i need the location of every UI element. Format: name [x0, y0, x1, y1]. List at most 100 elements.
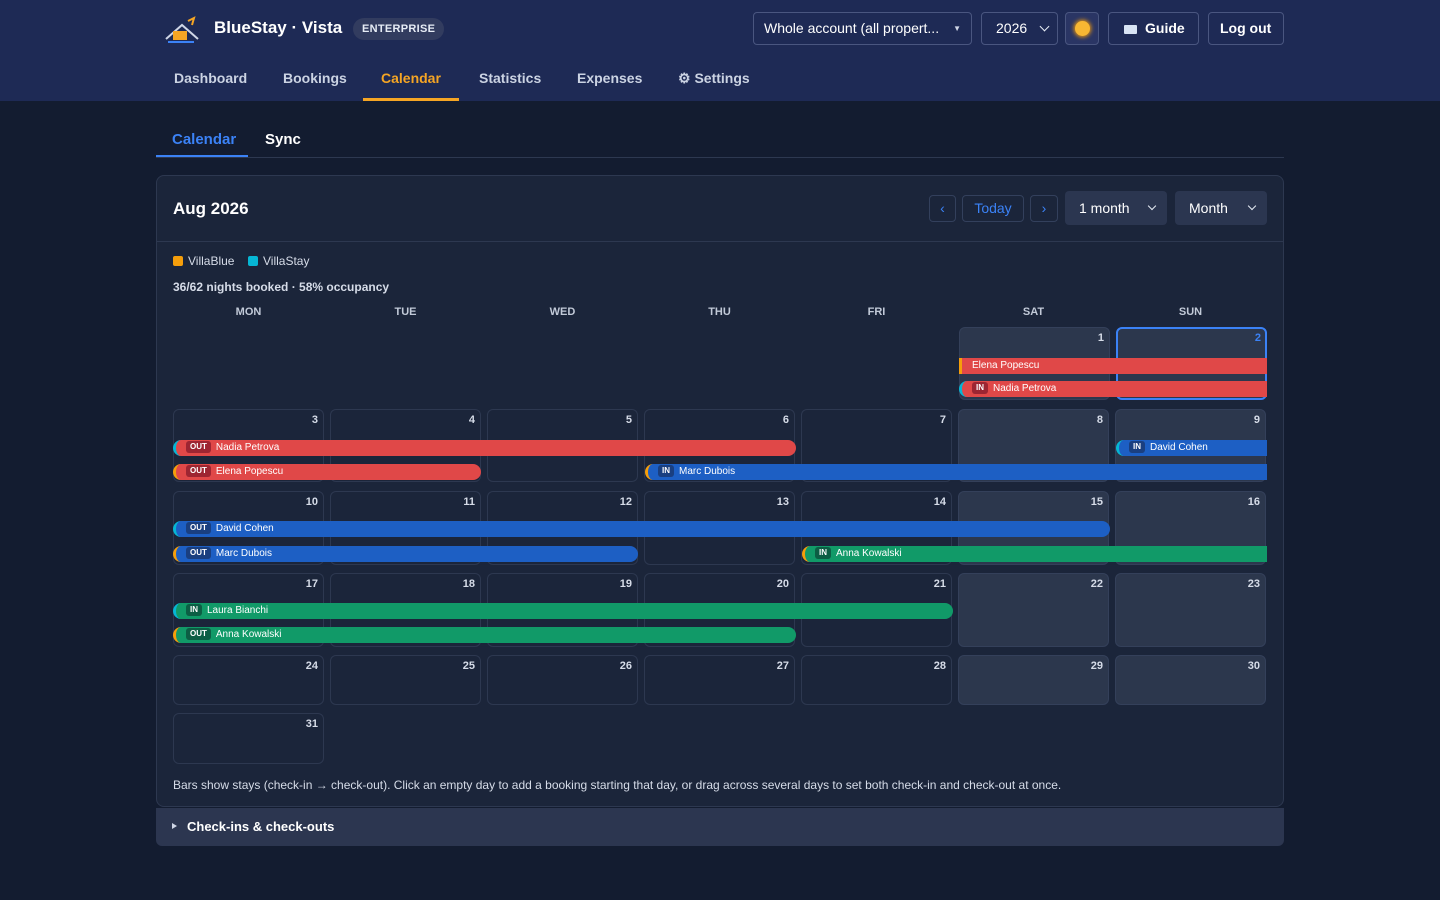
- view-select[interactable]: Month: [1175, 191, 1267, 225]
- day-number: 12: [619, 496, 632, 508]
- tab-calendar[interactable]: Calendar: [172, 131, 237, 148]
- book-icon: [1124, 25, 1137, 34]
- day-number: 18: [462, 578, 475, 590]
- logout-button[interactable]: Log out: [1208, 12, 1284, 45]
- day-number: 4: [468, 414, 475, 426]
- booking-bar[interactable]: IN Laura Bianchi: [173, 603, 953, 619]
- booking-bar[interactable]: IN Nadia Petrova: [959, 381, 1267, 397]
- booking-bar[interactable]: Elena Popescu: [959, 358, 1267, 374]
- day-number: 17: [305, 578, 318, 590]
- chevron-down-icon: [1147, 201, 1157, 211]
- nav-dashboard[interactable]: Dashboard: [174, 70, 248, 86]
- tab-sync[interactable]: Sync: [265, 131, 301, 148]
- day-cell[interactable]: 22: [958, 573, 1109, 647]
- booking-bar[interactable]: IN Marc Dubois: [645, 464, 1267, 480]
- nav-calendar[interactable]: Calendar: [381, 70, 441, 86]
- theme-toggle-button[interactable]: [1065, 12, 1099, 45]
- day-cell[interactable]: 27: [644, 655, 795, 705]
- nav-active-indicator: [363, 98, 459, 101]
- weekday-mon: MON: [235, 306, 262, 318]
- prev-month-button[interactable]: ‹: [929, 195, 956, 222]
- weekday-fri: FRI: [867, 306, 886, 318]
- day-cell[interactable]: 30: [1115, 655, 1266, 705]
- weekday-wed: WED: [549, 306, 576, 318]
- day-number: 6: [782, 414, 789, 426]
- sun-icon: [1075, 21, 1090, 36]
- range-select-value: 1 month: [1079, 200, 1130, 216]
- day-number: 28: [933, 660, 946, 672]
- day-number: 7: [939, 414, 946, 426]
- guest-name: Elena Popescu: [972, 360, 1040, 371]
- checkins-title: Check-ins & check-outs: [187, 819, 335, 834]
- booking-bar[interactable]: OUT Anna Kowalski: [173, 627, 796, 643]
- day-number: 1: [1097, 332, 1104, 344]
- next-month-button[interactable]: ›: [1030, 195, 1058, 222]
- subtab-divider: [156, 157, 1284, 158]
- booking-bar[interactable]: OUT Elena Popescu: [173, 464, 481, 480]
- day-cell[interactable]: 26: [487, 655, 638, 705]
- day-cell[interactable]: 24: [173, 655, 324, 705]
- booking-bar[interactable]: OUT David Cohen: [173, 521, 1110, 537]
- day-number: 20: [776, 578, 789, 590]
- logo-icon: [165, 16, 199, 43]
- legend-swatch-villastay: [248, 256, 258, 266]
- today-button[interactable]: Today: [962, 195, 1024, 222]
- guest-name: Anna Kowalski: [215, 629, 282, 640]
- day-number: 5: [625, 414, 632, 426]
- day-number: 3: [311, 414, 318, 426]
- checkins-checkouts-toggle[interactable]: Check-ins & check-outs: [156, 808, 1284, 846]
- day-number: 14: [933, 496, 946, 508]
- caret-down-icon: ▼: [953, 24, 961, 33]
- month-title: Aug 2026: [173, 199, 249, 218]
- guide-button[interactable]: Guide: [1108, 12, 1199, 45]
- day-cell[interactable]: 25: [330, 655, 481, 705]
- guest-name: Anna Kowalski: [836, 548, 902, 559]
- day-number: 24: [305, 660, 318, 672]
- legend-label-villastay: VillaStay: [263, 254, 310, 268]
- nav-settings[interactable]: ⚙ Settings: [678, 70, 750, 86]
- guest-name: Marc Dubois: [679, 466, 736, 477]
- range-select[interactable]: 1 month: [1065, 191, 1167, 225]
- checkin-tag: IN: [1129, 441, 1145, 453]
- nav-statistics[interactable]: Statistics: [479, 70, 542, 86]
- booking-bar[interactable]: OUT Marc Dubois: [173, 546, 638, 562]
- day-cell[interactable]: 31: [173, 713, 324, 764]
- nav-expenses[interactable]: Expenses: [577, 70, 643, 86]
- checkout-tag: OUT: [186, 547, 211, 559]
- guest-name: Nadia Petrova: [215, 442, 280, 453]
- view-select-value: Month: [1189, 200, 1228, 216]
- day-cell[interactable]: 28: [801, 655, 952, 705]
- property-select[interactable]: Whole account (all propert... ▼: [753, 12, 972, 45]
- day-cell[interactable]: 23: [1115, 573, 1266, 647]
- day-cell[interactable]: 29: [958, 655, 1109, 705]
- year-select-value: 2026: [996, 20, 1028, 36]
- plan-badge: ENTERPRISE: [353, 18, 445, 40]
- booking-bar[interactable]: OUT Nadia Petrova: [173, 440, 796, 456]
- day-number: 29: [1090, 660, 1103, 672]
- day-number: 21: [933, 578, 946, 590]
- chevron-down-icon: [1039, 21, 1050, 32]
- checkin-tag: IN: [972, 382, 988, 394]
- weekday-sun: SUN: [1178, 306, 1203, 318]
- card-header-divider: [157, 241, 1283, 242]
- nav-bookings[interactable]: Bookings: [283, 70, 347, 86]
- brand-name: BlueStay · Vista: [214, 18, 343, 37]
- checkout-tag: OUT: [186, 628, 211, 640]
- caret-right-icon: [172, 823, 177, 829]
- booking-bar[interactable]: IN Anna Kowalski: [802, 546, 1267, 562]
- guest-name: David Cohen: [1150, 442, 1208, 453]
- day-number: 19: [619, 578, 632, 590]
- day-number: 26: [619, 660, 632, 672]
- day-number: 22: [1090, 578, 1103, 590]
- day-number: 31: [305, 718, 318, 730]
- property-select-value: Whole account (all propert...: [764, 20, 940, 36]
- booking-bar[interactable]: IN David Cohen: [1116, 440, 1267, 456]
- day-number: 25: [462, 660, 475, 672]
- year-select[interactable]: 2026: [981, 12, 1058, 45]
- day-number: 15: [1090, 496, 1103, 508]
- day-number: 11: [463, 496, 475, 508]
- guest-name: Elena Popescu: [215, 466, 284, 477]
- weekday-sat: SAT: [1022, 306, 1045, 318]
- calendar-help-text: Bars show stays (check-in → check-out). …: [173, 778, 1062, 792]
- guest-name: Nadia Petrova: [993, 383, 1057, 394]
